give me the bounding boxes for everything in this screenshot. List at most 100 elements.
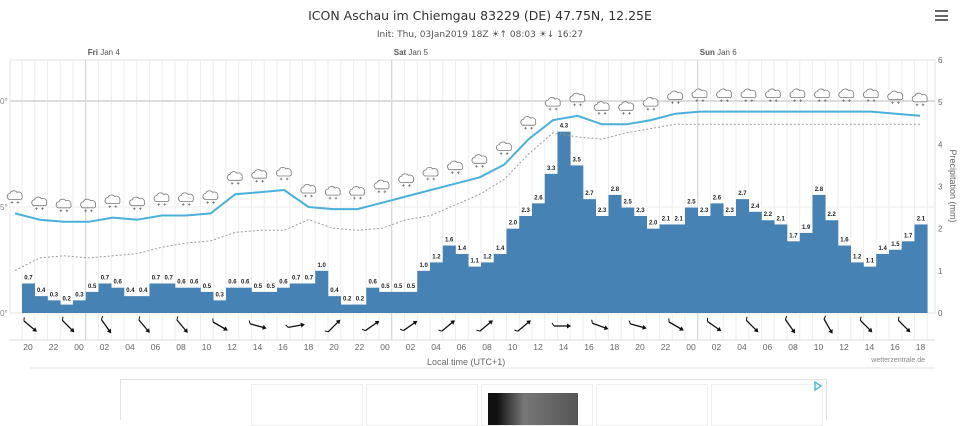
wind-arrow-tail bbox=[668, 318, 670, 323]
bar-label-bg bbox=[583, 188, 596, 198]
precip-bar bbox=[838, 245, 852, 313]
x-tick-label: 08 bbox=[176, 342, 186, 352]
snowflake-icon bbox=[505, 152, 509, 155]
precip-bar bbox=[47, 300, 61, 313]
precip-bar bbox=[238, 287, 252, 313]
bar-label-bg bbox=[443, 234, 455, 244]
wind-arrow-tail bbox=[823, 315, 827, 320]
snowflake-icon bbox=[279, 177, 283, 181]
cloud-shape bbox=[398, 173, 414, 183]
wind-arrow-shaft bbox=[897, 319, 910, 332]
wind-arrow-head bbox=[753, 327, 759, 333]
precip-bar bbox=[659, 224, 673, 313]
wind-arrow-head bbox=[412, 320, 418, 326]
wind-arrow-tail bbox=[897, 316, 900, 321]
bar-label-bg bbox=[519, 205, 532, 215]
snow-cloud-icon bbox=[716, 88, 732, 102]
wind-arrow-shaft bbox=[707, 320, 721, 331]
bar-value-label: 1.0 bbox=[419, 263, 428, 269]
snow-cloud-icon bbox=[153, 192, 170, 206]
bar-label-bg bbox=[902, 230, 914, 240]
bar-value-label: 0.7 bbox=[305, 275, 314, 281]
snowflake-icon bbox=[84, 209, 87, 213]
snowflake-icon bbox=[163, 203, 167, 206]
cloud-shape bbox=[80, 198, 96, 209]
wind-arrow-tail bbox=[324, 330, 329, 333]
wind-arrow-tail bbox=[176, 316, 179, 321]
snow-cloud-icon bbox=[691, 88, 708, 102]
wind-arrow-head bbox=[450, 320, 455, 325]
bar-value-label: 0.6 bbox=[190, 280, 199, 286]
meteogram: Fri Jan 4 Sat Jan 5 Sun Jan 60°5°0° 0123456… bbox=[0, 48, 958, 369]
wind-arrow-icon bbox=[551, 322, 571, 329]
wind-arrow-shaft bbox=[288, 324, 304, 329]
precip-bar bbox=[34, 296, 48, 313]
x-tick-label: 20 bbox=[23, 342, 33, 352]
wind-arrow-icon bbox=[897, 316, 911, 333]
bar-value-label: 0.5 bbox=[381, 284, 390, 290]
precip-bar bbox=[200, 291, 214, 313]
wind-arrow-head bbox=[567, 323, 571, 329]
bar-value-label: 2.2 bbox=[764, 212, 773, 218]
precip-axis-tick: 4 bbox=[938, 140, 943, 149]
snow-cloud-icon bbox=[838, 88, 855, 102]
bar-value-label: 1.7 bbox=[789, 233, 798, 239]
bar-value-label: 2.6 bbox=[534, 195, 543, 201]
snowflake-icon bbox=[622, 112, 625, 115]
bar-label-bg bbox=[226, 276, 239, 286]
x-tick-label: 16 bbox=[584, 342, 594, 352]
wind-arrow-tail bbox=[285, 324, 289, 328]
wind-arrow-head bbox=[905, 327, 911, 333]
snow-cloud-icon bbox=[251, 169, 268, 183]
snowflake-icon bbox=[823, 99, 827, 102]
snowflake-icon bbox=[383, 190, 387, 194]
bar-label-bg bbox=[124, 285, 137, 295]
bar-label-bg bbox=[277, 276, 290, 286]
precip-bar bbox=[761, 220, 775, 313]
wind-arrow-head bbox=[183, 328, 188, 333]
bar-label-bg bbox=[341, 293, 353, 303]
x-tick-label: 22 bbox=[355, 342, 365, 352]
precip-bar bbox=[98, 283, 112, 313]
bar-label-bg bbox=[889, 238, 902, 248]
precip-bar bbox=[889, 249, 903, 313]
x-axis-title: Local time (UTC+1) bbox=[427, 357, 505, 367]
precip-bar bbox=[187, 287, 201, 313]
chart-title: ICON Aschau im Chiemgau 83229 (DE) 47.75… bbox=[308, 8, 652, 23]
wind-arrow-head bbox=[69, 327, 75, 333]
snowflake-icon bbox=[206, 201, 209, 204]
bar-value-label: 0.4 bbox=[126, 288, 135, 294]
x-tick-label: 02 bbox=[100, 342, 110, 352]
wind-arrow-tail bbox=[784, 315, 788, 320]
bar-value-label: 1.4 bbox=[496, 246, 505, 252]
wind-arrow-shaft bbox=[23, 320, 36, 331]
wind-arrow-tail bbox=[361, 328, 366, 332]
snowflake-icon bbox=[187, 203, 191, 206]
bar-label-bg bbox=[762, 209, 774, 219]
bar-value-label: 1.4 bbox=[458, 246, 467, 252]
adchoices-icon[interactable] bbox=[814, 381, 822, 391]
cloud-shape bbox=[471, 154, 488, 164]
x-tick-label: 22 bbox=[661, 342, 671, 352]
cloud-shape bbox=[765, 88, 781, 98]
snowflake-icon bbox=[573, 103, 576, 107]
snowflake-icon bbox=[408, 184, 411, 187]
snowflake-icon bbox=[353, 196, 356, 200]
wind-arrow-icon bbox=[514, 320, 531, 332]
cloud-shape bbox=[520, 116, 537, 126]
snow-cloud-icon bbox=[618, 101, 635, 115]
wind-arrow-icon bbox=[591, 319, 609, 331]
bar-label-bg bbox=[621, 196, 634, 206]
bar-label-bg bbox=[239, 276, 251, 286]
bar-label-bg bbox=[774, 213, 787, 223]
wind-arrow-icon bbox=[61, 316, 75, 333]
snow-cloud-icon bbox=[104, 194, 121, 208]
wind-arrow-shaft bbox=[668, 321, 683, 331]
precip-bar bbox=[532, 203, 546, 313]
precip-bar bbox=[213, 300, 227, 313]
snowflake-icon bbox=[59, 209, 63, 213]
precip-bar bbox=[901, 241, 915, 313]
ad-banner[interactable] bbox=[120, 379, 827, 426]
snowflake-icon bbox=[426, 177, 430, 181]
hamburger-menu-icon[interactable] bbox=[935, 10, 948, 21]
